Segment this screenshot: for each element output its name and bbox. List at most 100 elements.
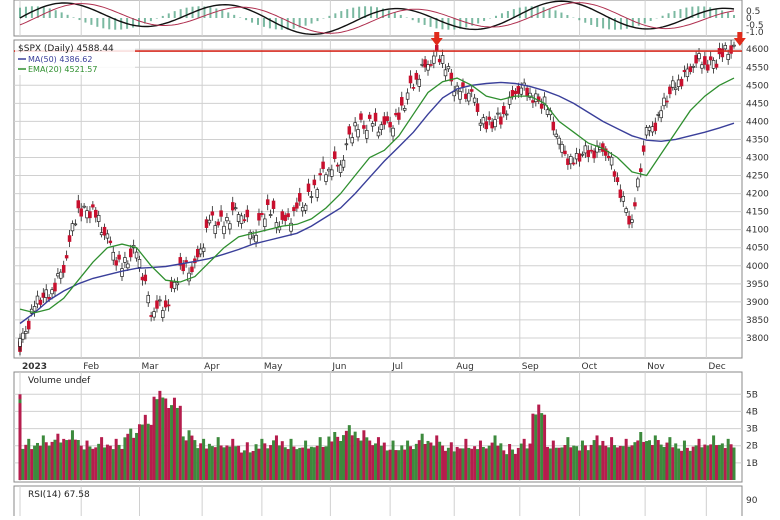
candle-body [220, 211, 223, 217]
top-indicator-tick-label: -1.0 [746, 28, 764, 38]
candle-body [284, 215, 287, 220]
histogram-bar [120, 18, 122, 30]
candle-body [663, 98, 666, 106]
candle-body [226, 217, 229, 220]
volume-bar [543, 415, 546, 480]
histogram-bar [352, 8, 354, 18]
candle-body [281, 212, 284, 220]
candle-body [33, 306, 36, 311]
candle-body [106, 234, 109, 238]
candle-body [330, 170, 333, 176]
histogram-bar [186, 8, 188, 18]
price-tick-label: 4550 [746, 63, 769, 73]
volume-bar [351, 435, 354, 480]
candle-body [360, 114, 363, 120]
candle-body [51, 290, 54, 294]
time-axis-label: 2023 [22, 362, 47, 372]
candle-body [526, 88, 529, 96]
price-tick-label: 4200 [746, 190, 769, 200]
volume-bar [109, 446, 112, 480]
candle-body [24, 331, 27, 333]
volume-bar [604, 446, 607, 480]
volume-bar [389, 450, 392, 480]
candle-body [144, 275, 147, 281]
volume-bar [645, 441, 648, 480]
candle-body [540, 104, 543, 108]
histogram-bar [73, 17, 75, 18]
candle-body [196, 249, 199, 257]
volume-bar [406, 441, 409, 480]
candle-body [584, 146, 587, 153]
volume-bar [499, 443, 502, 480]
volume-bar [59, 443, 62, 480]
volume-bar [231, 439, 234, 480]
candle-body [322, 162, 325, 169]
histogram-bar [334, 13, 336, 18]
volume-bar [339, 441, 342, 480]
candle-body [293, 207, 296, 210]
volume-bar [575, 446, 578, 480]
candle-body [86, 211, 89, 218]
volume-bar [703, 445, 706, 480]
candle-body [587, 150, 590, 156]
volume-bar [155, 399, 158, 480]
volume-bar [179, 406, 182, 480]
volume-bar [88, 446, 91, 480]
candle-body [392, 128, 395, 136]
volume-bar [683, 441, 686, 480]
volume-bar [631, 445, 634, 480]
candle-body [421, 64, 424, 65]
candle-body [383, 117, 386, 125]
candle-body [223, 226, 226, 233]
candle-body [441, 56, 444, 64]
histogram-bar [67, 15, 69, 18]
volume-bar [220, 445, 223, 480]
histogram-bar [394, 12, 396, 18]
candle-body [109, 241, 112, 243]
candle-body [395, 113, 398, 115]
volume-bar [368, 441, 371, 480]
candle-body [54, 283, 57, 291]
candle-body [161, 311, 164, 318]
candle-body [252, 236, 255, 238]
histogram-bar [340, 11, 342, 18]
volume-bar [534, 414, 537, 480]
candle-body [272, 201, 275, 209]
histogram-bar [501, 13, 503, 18]
candle-body [158, 300, 161, 301]
volume-bar [584, 445, 587, 480]
volume-bar [77, 440, 80, 480]
volume-bar [257, 449, 260, 480]
volume-bar [316, 446, 319, 480]
histogram-bar [346, 9, 348, 18]
volume-bar [290, 439, 293, 480]
candle-body [444, 70, 447, 76]
candle-body [42, 293, 45, 297]
volume-bar [173, 398, 176, 480]
histogram-bar [239, 17, 241, 18]
histogram-bar [138, 18, 140, 26]
candle-body [211, 212, 214, 215]
histogram-bar [317, 18, 319, 21]
volume-bar [695, 445, 698, 480]
price-tick-label: 3900 [746, 298, 769, 308]
volume-bar [278, 445, 281, 480]
candle-body [660, 111, 663, 118]
volume-bar [718, 445, 721, 480]
volume-bar [225, 445, 228, 480]
candle-body [129, 249, 132, 257]
candle-body [59, 272, 62, 278]
volume-bar [100, 437, 103, 480]
volume-bar [625, 439, 628, 480]
volume-bar [193, 440, 196, 480]
volume-bar [555, 448, 558, 480]
candle-body [333, 152, 336, 159]
volume-bar [654, 435, 657, 480]
volume-bar [336, 437, 339, 480]
histogram-bar [638, 18, 640, 26]
volume-bar [566, 437, 569, 480]
volume-bar [496, 446, 499, 480]
candle-body [255, 235, 258, 242]
histogram-bar [424, 18, 426, 25]
volume-bar [123, 437, 126, 480]
